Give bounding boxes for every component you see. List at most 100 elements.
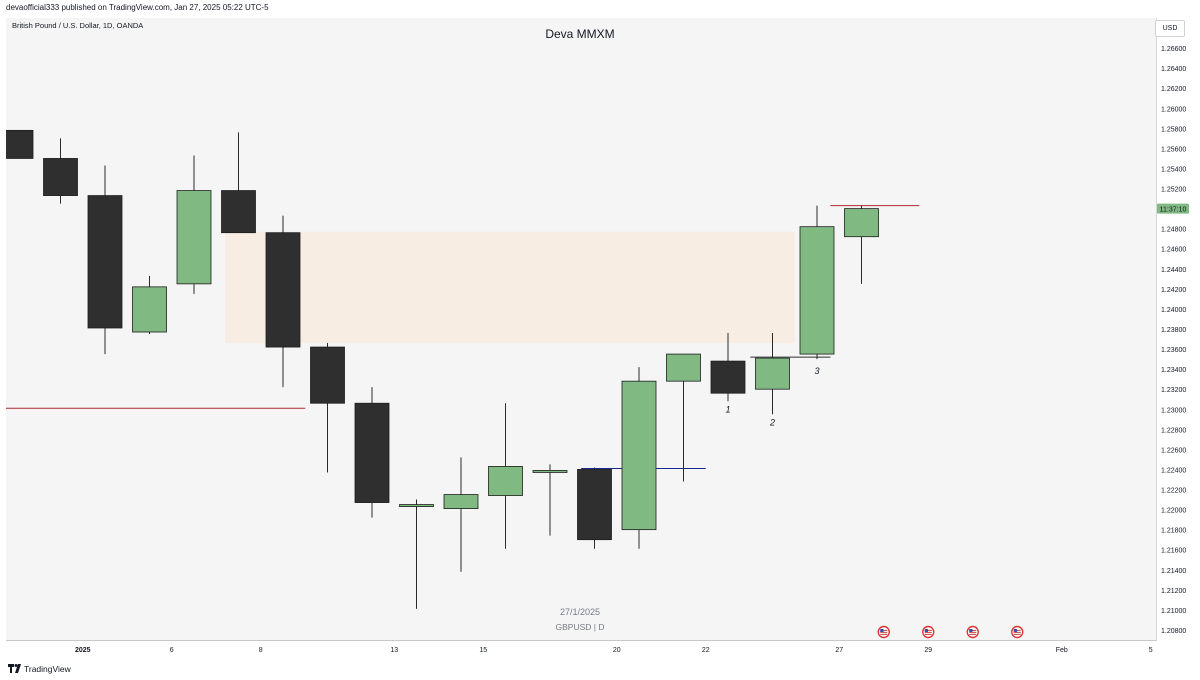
candle[interactable] — [354, 387, 390, 518]
candle[interactable] — [176, 155, 212, 294]
tradingview-brand-text[interactable]: TradingView — [24, 664, 71, 674]
y-tick-label: 1.24000 — [1161, 307, 1186, 314]
candle-body — [532, 470, 568, 473]
us-flag-event-icon[interactable] — [922, 625, 935, 639]
y-tick-label: 1.22800 — [1161, 427, 1186, 434]
candle-body — [844, 208, 879, 238]
candle[interactable] — [577, 467, 612, 549]
candle-body — [43, 158, 78, 196]
candle[interactable] — [43, 138, 78, 204]
y-tick-label: 1.25600 — [1161, 146, 1186, 153]
candle-body — [799, 226, 835, 355]
candle[interactable] — [310, 343, 345, 473]
imbalance-zone — [225, 231, 795, 344]
us-flag-event-icon[interactable] — [877, 625, 890, 639]
currency-button[interactable]: USD — [1155, 20, 1185, 37]
y-tick-label: 1.23600 — [1161, 347, 1186, 354]
y-tick-label: 1.25400 — [1161, 166, 1186, 173]
y-tick-label: 1.24200 — [1161, 287, 1186, 294]
candle-body — [755, 357, 790, 390]
us-flag-event-icon[interactable] — [1011, 625, 1024, 639]
last-price-tag — [1157, 203, 1189, 214]
candle-body — [132, 286, 167, 333]
footer-bar — [0, 660, 1200, 680]
y-tick-label: 1.22200 — [1161, 488, 1186, 495]
y-tick-label: 1.24800 — [1161, 227, 1186, 234]
y-tick-label: 1.25200 — [1161, 187, 1186, 194]
candle-body — [710, 360, 746, 394]
y-tick-label: 1.26600 — [1161, 46, 1186, 53]
candle[interactable] — [265, 215, 301, 388]
candle[interactable] — [87, 165, 123, 355]
y-tick-label: 1.21400 — [1161, 568, 1186, 575]
candle-body — [666, 353, 701, 382]
y-tick-label: 1.21200 — [1161, 588, 1186, 595]
candle[interactable] — [0, 129, 34, 159]
x-tick-label: 20 — [613, 647, 621, 654]
candle[interactable] — [532, 464, 568, 536]
symbol-title[interactable]: British Pound / U.S. Dollar, 1D, OANDA — [12, 21, 144, 30]
x-tick-label: 29 — [924, 647, 932, 654]
candle-body — [621, 380, 657, 531]
us-flag-event-icon[interactable] — [966, 625, 979, 639]
y-tick-label: 1.21000 — [1161, 608, 1186, 615]
candle[interactable] — [488, 403, 523, 549]
annotation-label: 3 — [814, 366, 819, 376]
candle[interactable] — [399, 499, 434, 609]
y-tick-label: 1.22000 — [1161, 508, 1186, 515]
x-tick-label: 8 — [259, 647, 263, 654]
y-tick-label: 1.26200 — [1161, 86, 1186, 93]
candle[interactable] — [221, 132, 256, 234]
y-tick-label: 1.23800 — [1161, 327, 1186, 334]
watermark-date: 27/1/2025 — [559, 607, 601, 617]
x-tick-label: 6 — [170, 647, 174, 654]
candle-body — [488, 466, 523, 496]
y-tick-label: 1.21800 — [1161, 528, 1186, 535]
y-tick-label: 1.23400 — [1161, 367, 1186, 374]
candle-body — [443, 494, 479, 509]
y-tick-label: 1.26000 — [1161, 106, 1186, 113]
candle[interactable] — [666, 353, 701, 482]
candle-body — [6, 129, 34, 159]
candle[interactable] — [710, 333, 746, 402]
candle[interactable] — [443, 457, 479, 572]
y-tick-label: 1.20800 — [1161, 628, 1186, 635]
candle-body — [577, 469, 612, 541]
candle-body — [354, 402, 390, 503]
last-price-countdown: 11:37:10 — [1160, 207, 1187, 214]
top-bar — [0, 0, 1200, 18]
candle[interactable] — [621, 367, 657, 549]
candle[interactable] — [132, 275, 167, 335]
x-tick-label: 2025 — [75, 647, 91, 654]
tradingview-logo-icon[interactable] — [8, 664, 22, 673]
candle-body — [221, 190, 256, 234]
y-tick-label: 1.22400 — [1161, 467, 1186, 474]
candle-body — [310, 346, 345, 404]
annotation-label: 1 — [725, 404, 730, 414]
candle-body — [399, 504, 434, 507]
x-tick-label: 13 — [390, 647, 398, 654]
x-tick-label: 5 — [1149, 647, 1153, 654]
y-tick-label: 1.25800 — [1161, 126, 1186, 133]
candle-body — [176, 190, 212, 285]
y-tick-label: 1.26400 — [1161, 66, 1186, 73]
y-tick-label: 1.21600 — [1161, 548, 1186, 555]
y-tick-label: 1.23200 — [1161, 387, 1186, 394]
published-by-text: devaofficial333 published on TradingView… — [6, 3, 269, 12]
y-tick-label: 1.24600 — [1161, 247, 1186, 254]
x-tick-label: 22 — [702, 647, 710, 654]
candle-body — [87, 195, 123, 329]
candle[interactable] — [799, 205, 835, 360]
y-tick-label: 1.23000 — [1161, 407, 1186, 414]
chart-title: Deva MMXM — [545, 27, 615, 41]
y-tick-label: 1.22600 — [1161, 447, 1186, 454]
x-tick-label: Feb — [1056, 647, 1068, 654]
candle[interactable] — [755, 333, 790, 415]
candle-body — [265, 232, 301, 348]
y-tick-label: 1.24400 — [1161, 267, 1186, 274]
x-tick-label: 15 — [479, 647, 487, 654]
watermark-symbol: GBPUSD | D — [555, 622, 605, 632]
annotation-label: 2 — [769, 417, 775, 427]
candle[interactable] — [844, 205, 879, 284]
